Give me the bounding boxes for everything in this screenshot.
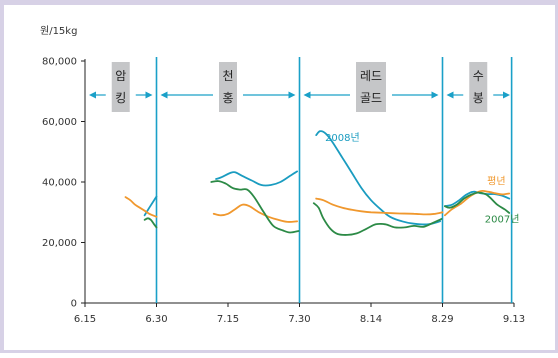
period-천홍: 천홍: [160, 62, 296, 112]
period-arrow-head: [503, 91, 510, 99]
series-line-segment: [210, 180, 300, 234]
series-line-segment: [143, 217, 158, 229]
x-tick-label: 6.15: [74, 314, 96, 325]
price-line-chart: 원/15kg 0 20,000 40,000 60,000 80,000 6.15 6.30…: [40, 25, 525, 325]
period-label-text: 레드: [360, 69, 382, 83]
series-label: 2008년: [325, 132, 360, 144]
x-tick-label: 9.13: [503, 314, 525, 325]
period-arrow-head: [288, 91, 296, 99]
series-2008년: [143, 130, 511, 226]
series-line-segment: [212, 203, 298, 223]
x-tick-label: 7.15: [217, 314, 239, 325]
series-line-segment: [315, 197, 444, 216]
period-arrow-head: [160, 91, 168, 99]
y-tick-label: 80,000: [42, 57, 77, 68]
period-label-text: 천: [222, 68, 233, 83]
series-2007년: [143, 180, 511, 236]
period-label-text: 암: [115, 69, 126, 83]
series-line-segment: [315, 130, 441, 226]
y-axis-unit-label: 원/15kg: [40, 25, 77, 37]
period-label-box: [219, 62, 237, 112]
series-label: 평년: [487, 175, 505, 187]
period-arrow-head: [446, 91, 454, 99]
period-arrow-head: [431, 91, 439, 99]
y-tick-label: 40,000: [42, 178, 77, 189]
series-평년: [124, 189, 511, 223]
y-tick-label: 0: [71, 299, 77, 310]
x-tick-label: 6.30: [145, 314, 167, 325]
period-arrow-head: [145, 91, 153, 99]
x-tick-label: 8.14: [360, 314, 382, 325]
y-tick-label: 20,000: [42, 238, 77, 249]
period-암킹: 암킹: [89, 62, 153, 112]
period-label-box: [111, 62, 130, 112]
period-label-text: 수: [473, 69, 484, 83]
series-line-segment: [124, 196, 158, 218]
period-arrow-head: [89, 91, 96, 99]
x-tick-label: 7.30: [288, 314, 310, 325]
series-line-segment: [312, 202, 443, 236]
period-label-text: 봉: [473, 91, 484, 105]
period-arrow-head: [303, 91, 311, 99]
series-line-segment: [215, 170, 298, 187]
y-tick-label: 60,000: [42, 117, 77, 128]
period-label-box: [356, 62, 386, 112]
x-tick-label: 8.29: [431, 314, 453, 325]
series-lines: [124, 130, 511, 236]
period-수봉: 수봉: [446, 62, 510, 112]
series-line-segment: [444, 189, 511, 217]
series-label: 2007년: [485, 214, 520, 226]
period-label-text: 골드: [360, 91, 382, 105]
period-label-text: 킹: [115, 91, 126, 105]
series-line-segment: [444, 191, 511, 214]
period-label-box: [469, 62, 488, 112]
period-label-text: 홍: [222, 91, 233, 105]
